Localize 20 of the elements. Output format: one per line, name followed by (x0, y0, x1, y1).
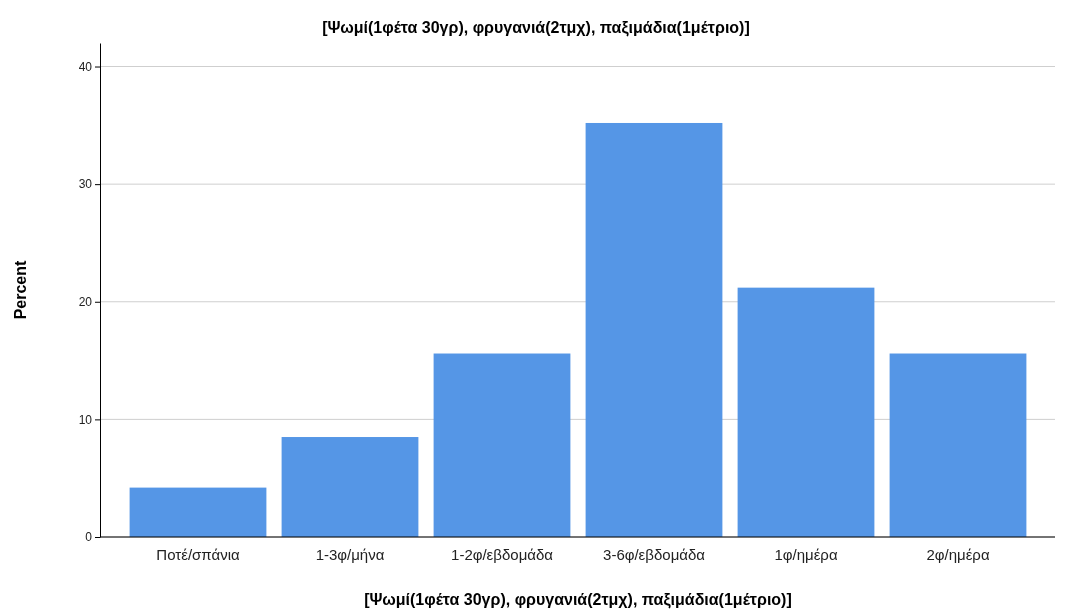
x-tick-label: 1-3φ/μήνα (315, 545, 385, 563)
bar (737, 287, 875, 537)
x-tick-label: 2φ/ημέρα (926, 545, 990, 563)
bar (433, 353, 571, 537)
y-tick-label: 40 (78, 59, 93, 74)
y-tick-label: 0 (85, 530, 93, 545)
x-tick-label: 3-6φ/εβδομάδα (603, 545, 706, 563)
bar (129, 487, 267, 537)
x-tick-label: Ποτέ/σπάνια (156, 545, 240, 563)
y-axis-title: Percent (12, 259, 29, 320)
bar (281, 437, 419, 537)
x-tick-label: 1φ/ημέρα (774, 545, 838, 563)
chart-title: [Ψωμί(1φέτα 30γρ), φρυγανιά(2τμχ), παξιμάδια(1μέτριο)] (322, 19, 750, 37)
y-tick-label: 10 (78, 412, 93, 427)
x-axis-title: [Ψωμί(1φέτα 30γρ), φρυγανιά(2τμχ), παξιμάδια(1μέτριο)] (364, 591, 792, 609)
x-tick-label: 1-2φ/εβδομάδα (451, 545, 554, 563)
y-tick-label: 20 (78, 295, 93, 310)
y-tick-label: 30 (78, 177, 93, 192)
bar (889, 353, 1027, 537)
bar (585, 122, 723, 537)
